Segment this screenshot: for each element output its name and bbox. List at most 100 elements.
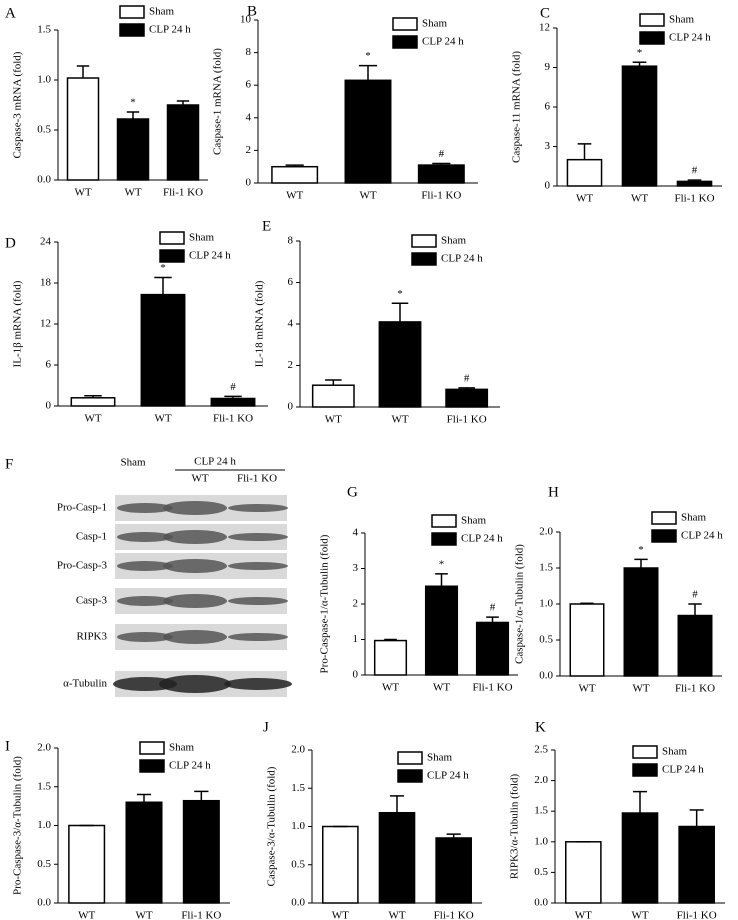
y-tick-label: 6 bbox=[545, 101, 551, 113]
y-axis-label: Caspase-11 mRNA (fold) bbox=[511, 51, 523, 163]
blot-band bbox=[228, 633, 288, 641]
legend-label: CLP 24 h bbox=[662, 764, 704, 776]
y-tick-label: 2.0 bbox=[534, 774, 548, 786]
x-tick-label: Fli-1 KO bbox=[181, 910, 221, 920]
error-bar bbox=[126, 111, 140, 119]
y-tick-label: 0 bbox=[46, 400, 52, 412]
blot-row-label: Pro-Casp-3 bbox=[57, 560, 108, 572]
y-tick-label: 0.5 bbox=[291, 858, 305, 870]
legend-swatch bbox=[411, 252, 437, 266]
legend-label: Sham bbox=[441, 235, 467, 247]
annotation: * bbox=[439, 558, 445, 570]
bar bbox=[566, 158, 603, 187]
x-tick-label: WT bbox=[388, 910, 405, 920]
legend-swatch bbox=[139, 741, 165, 755]
chart-panel: E 0 2 4 6 8 IL-18 mRNA (fold) WT WT * Fli-1 KO # Sha… bbox=[254, 218, 500, 426]
blot-band bbox=[117, 532, 173, 542]
legend-label: CLP 24 h bbox=[189, 250, 231, 262]
legend-label: CLP 24 h bbox=[427, 770, 469, 782]
panel-letter: F bbox=[5, 456, 13, 472]
bar bbox=[125, 801, 163, 904]
legend-swatch bbox=[651, 529, 677, 543]
legend-swatch bbox=[397, 769, 423, 783]
legend-label: Sham bbox=[169, 742, 195, 754]
legend-swatch bbox=[431, 514, 457, 528]
x-tick-label: WT bbox=[286, 190, 303, 202]
legend-swatch bbox=[632, 745, 658, 759]
blot-band bbox=[224, 678, 292, 690]
y-tick-label: 10 bbox=[240, 14, 252, 26]
y-tick-label: 6 bbox=[288, 276, 294, 288]
annotation: * bbox=[397, 288, 403, 300]
legend-swatch bbox=[159, 231, 185, 245]
error-bar bbox=[577, 143, 592, 160]
annotation: * bbox=[160, 262, 166, 274]
blot-band bbox=[113, 677, 177, 691]
annotation: # bbox=[490, 602, 496, 614]
bar bbox=[621, 812, 659, 904]
x-tick-label: WT bbox=[391, 414, 408, 426]
y-tick-label: 9 bbox=[545, 61, 551, 73]
x-tick-label: Fli-1 KO bbox=[472, 682, 512, 694]
y-tick-label: 0.5 bbox=[37, 124, 51, 136]
blot-row-label: Casp-3 bbox=[76, 595, 108, 607]
x-tick-label: WT bbox=[135, 910, 152, 920]
x-tick-label: WT bbox=[124, 187, 141, 199]
panel-letter: C bbox=[540, 5, 550, 21]
legend-label: Sham bbox=[662, 746, 688, 758]
y-tick-label: 1.0 bbox=[539, 598, 553, 610]
y-tick-label: 3 bbox=[353, 562, 359, 574]
y-tick-label: 0 bbox=[545, 180, 551, 192]
annotation: * bbox=[365, 50, 371, 62]
y-axis-label: IL-18 mRNA (fold) bbox=[254, 280, 266, 367]
bar bbox=[676, 180, 713, 187]
y-tick-label: 1.5 bbox=[534, 805, 548, 817]
x-tick-label: Fli-1 KO bbox=[421, 190, 461, 202]
error-bar bbox=[389, 795, 405, 813]
y-tick-label: 8 bbox=[288, 235, 294, 247]
y-tick-label: 6 bbox=[46, 359, 52, 371]
legend-label: Sham bbox=[669, 14, 695, 26]
blot-row-label: RIPK3 bbox=[76, 631, 107, 643]
legend-label: CLP 24 h bbox=[169, 760, 211, 772]
y-tick-label: 12 bbox=[539, 22, 550, 34]
blot-band bbox=[163, 501, 227, 515]
legend-label: CLP 24 h bbox=[669, 32, 711, 44]
annotation: # bbox=[230, 381, 236, 393]
bar bbox=[182, 799, 220, 904]
bar bbox=[271, 165, 319, 184]
legend-swatch bbox=[159, 249, 185, 263]
y-tick-label: 0 bbox=[353, 669, 359, 681]
error-bar bbox=[458, 387, 475, 390]
panel-letter: D bbox=[5, 235, 16, 251]
error-bar bbox=[325, 379, 342, 386]
bar bbox=[66, 77, 100, 181]
blot-band bbox=[163, 559, 227, 573]
bar bbox=[344, 79, 392, 184]
blot-row-label: Casp-1 bbox=[76, 531, 107, 543]
blot-band bbox=[163, 630, 227, 644]
y-tick-label: 0.0 bbox=[291, 897, 305, 909]
error-bar bbox=[136, 793, 152, 803]
x-tick-label: WT bbox=[332, 910, 349, 920]
y-tick-label: 8 bbox=[246, 46, 252, 58]
bar bbox=[140, 293, 186, 407]
legend-label: Sham bbox=[681, 512, 707, 524]
blot-band bbox=[117, 632, 173, 642]
x-tick-label: WT bbox=[325, 414, 342, 426]
x-tick-label: WT bbox=[78, 910, 95, 920]
bar bbox=[424, 585, 459, 676]
legend-label: CLP 24 h bbox=[422, 36, 464, 48]
y-tick-label: 4 bbox=[353, 527, 359, 539]
error-bar bbox=[688, 603, 702, 616]
error-bar bbox=[435, 573, 448, 587]
error-bar bbox=[687, 179, 702, 182]
y-tick-label: 24 bbox=[40, 236, 52, 248]
annotation: # bbox=[439, 148, 445, 160]
bar bbox=[621, 65, 658, 187]
bar bbox=[378, 321, 422, 408]
chart-panel: J 0.0 0.5 1.0 1.5 2.0 Caspase-3/α-Tubulin (fol… bbox=[263, 719, 482, 920]
legend-swatch bbox=[119, 23, 145, 37]
y-axis-label: Caspase-3 mRNA (fold) bbox=[12, 51, 24, 158]
